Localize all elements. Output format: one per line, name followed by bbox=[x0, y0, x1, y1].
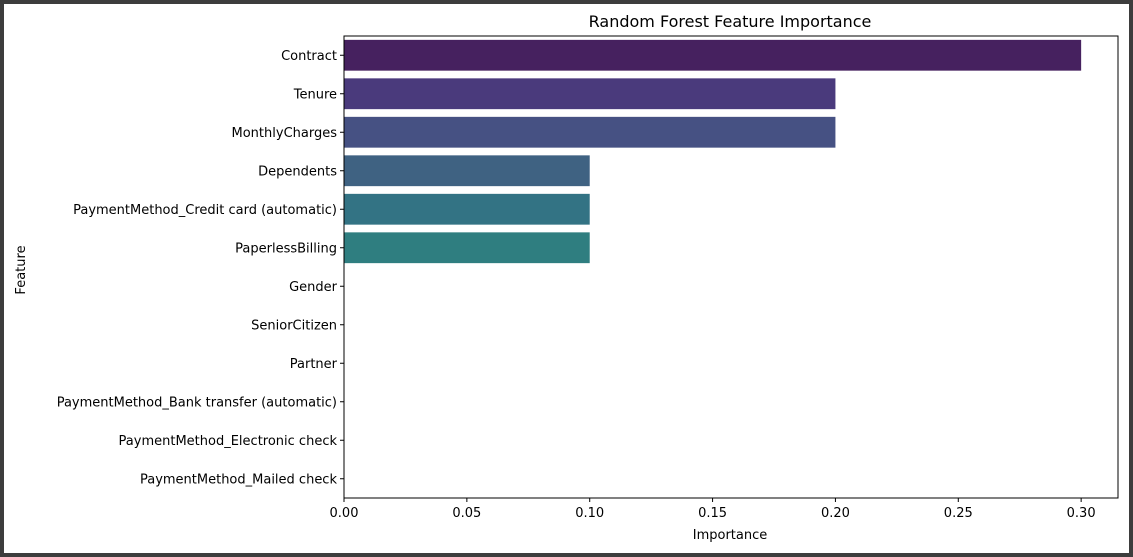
plot-frame bbox=[343, 35, 1119, 499]
y-tick-label: Dependents bbox=[258, 164, 337, 179]
y-tick-label: Tenure bbox=[293, 87, 337, 102]
chart-title: Random Forest Feature Importance bbox=[589, 12, 872, 31]
y-tick-label: SeniorCitizen bbox=[251, 318, 337, 333]
y-axis-ticks: Contract Tenure MonthlyCharges Dependents Pa… bbox=[57, 49, 344, 487]
x-tick-label: 0.20 bbox=[821, 506, 850, 521]
x-axis-label: Importance bbox=[693, 528, 768, 543]
bar-5 bbox=[344, 232, 590, 264]
y-axis-label: Feature bbox=[14, 245, 29, 294]
bar-0 bbox=[344, 39, 1082, 71]
x-tick-label: 0.30 bbox=[1067, 506, 1096, 521]
x-tick-label: 0.15 bbox=[698, 506, 727, 521]
bar-1 bbox=[344, 78, 836, 110]
y-tick-label: MonthlyCharges bbox=[232, 126, 338, 141]
y-tick-label: PaymentMethod_Electronic check bbox=[119, 434, 338, 449]
x-tick-label: 0.05 bbox=[452, 506, 481, 521]
y-tick-label: PaymentMethod_Credit card (automatic) bbox=[73, 203, 337, 218]
bars bbox=[344, 39, 1082, 264]
x-tick-label: 0.25 bbox=[944, 506, 973, 521]
y-tick-label: Partner bbox=[290, 357, 338, 372]
y-tick-label: Gender bbox=[289, 280, 338, 295]
bar-4 bbox=[344, 193, 590, 225]
chart-figure: Random Forest Feature Importance Importa… bbox=[4, 4, 1129, 553]
x-tick-label: 0.00 bbox=[330, 506, 359, 521]
y-tick-label: PaperlessBilling bbox=[235, 241, 337, 256]
y-tick-label: PaymentMethod_Bank transfer (automatic) bbox=[57, 395, 337, 410]
x-tick-label: 0.10 bbox=[575, 506, 604, 521]
y-tick-label: Contract bbox=[281, 49, 337, 64]
y-tick-label: PaymentMethod_Mailed check bbox=[140, 472, 337, 487]
bar-3 bbox=[344, 155, 590, 187]
bar-chart: Random Forest Feature Importance Importa… bbox=[14, 12, 1119, 543]
bar-2 bbox=[344, 116, 836, 148]
x-axis-ticks: 0.00 0.05 0.10 0.15 0.20 0.25 0.30 bbox=[330, 498, 1096, 521]
